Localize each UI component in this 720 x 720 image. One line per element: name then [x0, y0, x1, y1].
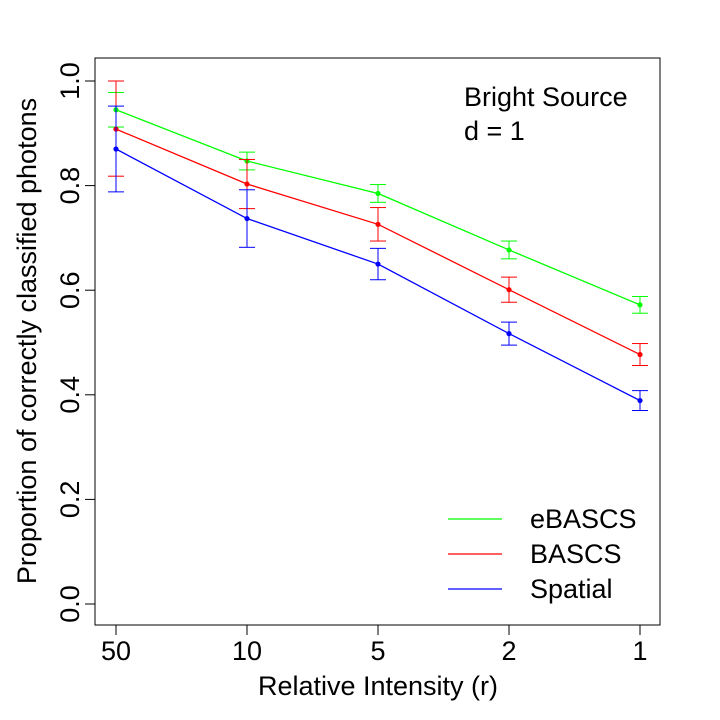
data-point	[113, 146, 118, 151]
data-point	[637, 352, 642, 357]
y-tick-label: 0.8	[55, 167, 85, 205]
data-point	[375, 222, 380, 227]
y-tick-label: 0.2	[55, 481, 85, 519]
data-point	[375, 261, 380, 266]
y-tick-label: 1.0	[55, 62, 85, 100]
data-point	[637, 398, 642, 403]
x-tick-label: 10	[232, 636, 262, 666]
x-tick-label: 1	[632, 636, 647, 666]
data-point	[375, 191, 380, 196]
legend-label: eBASCS	[530, 504, 637, 534]
y-tick-label: 0.4	[55, 376, 85, 414]
annotation-distance: d = 1	[464, 116, 525, 146]
x-tick-label: 50	[101, 636, 131, 666]
legend-label: Spatial	[530, 574, 613, 604]
x-axis-title: Relative Intensity (r)	[258, 671, 498, 701]
data-point	[506, 287, 511, 292]
data-point	[637, 302, 642, 307]
legend: eBASCS BASCS Spatial	[448, 504, 637, 604]
data-point	[506, 247, 511, 252]
y-tick-label: 0.6	[55, 271, 85, 309]
y-tick-label: 0.0	[55, 585, 85, 623]
data-point	[244, 216, 249, 221]
x-tick-label: 2	[501, 636, 516, 666]
data-point	[244, 181, 249, 186]
data-point	[506, 331, 511, 336]
x-tick-label: 5	[370, 636, 385, 666]
y-axis-title: Proportion of correctly classified photo…	[12, 98, 42, 584]
annotation-title: Bright Source	[464, 82, 628, 112]
chart: 0.0 0.2 0.4 0.6 0.8 1.0 50 10 5 2 1 Proportion of…	[0, 0, 720, 720]
legend-label: BASCS	[530, 539, 622, 569]
